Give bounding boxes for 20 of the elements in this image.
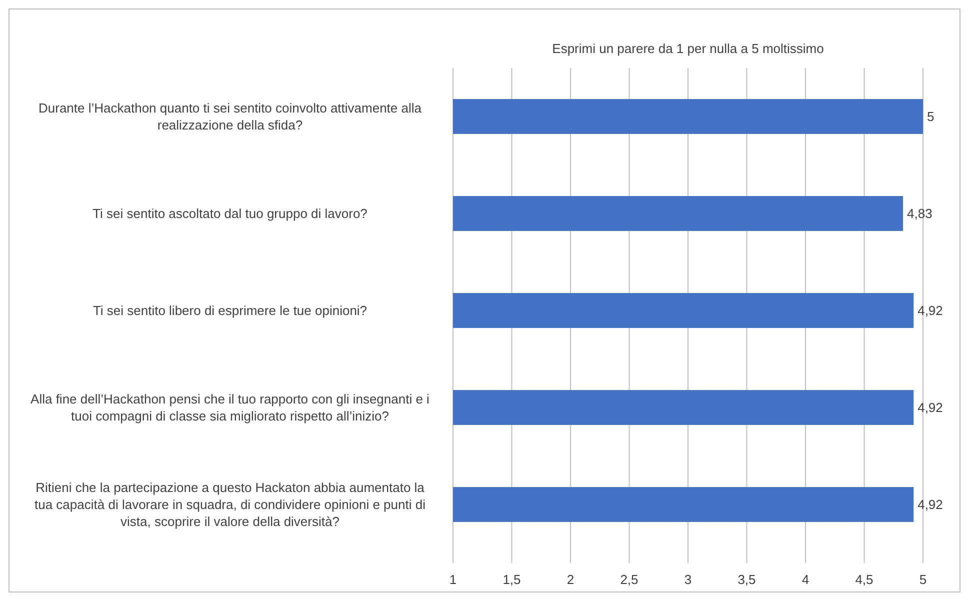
x-tick-label: 5 [919,572,927,587]
data-label: 4,92 [918,497,943,512]
chart-title: Esprimi un parere da 1 per nulla a 5 moltissimo [552,41,824,56]
data-label: 4,92 [918,400,943,416]
y-tick-label: Durante l’Hackathon quanto ti sei sentito coinvolto attivamente alla realizzazione della sfida? [38,100,422,133]
x-tick-label: 3 [684,572,692,587]
y-tick-label: Ti sei sentito ascoltato dal tuo gruppo di lavoro? [92,206,368,222]
y-tick-label: Alla fine dell’Hackathon pensi che il tuo rapporto con gli insegnanti e i tuoi compagni di classe sia migliorato rispetto all’inizio? [30,392,430,424]
y-tick-label: Ritieni che la partecipazione a questo Hackaton abbia aumentato la tua capacità di lavorare in squadra, di condividere opinioni e punti di vista, scoprire il valore della diversità? [34,480,426,530]
x-tick-label: 2,5 [620,572,638,587]
x-tick-label: 1,5 [502,572,521,587]
x-tick-label: 4 [802,572,810,587]
y-tick-label: Ti sei sentito libero di esprimere le tue opinioni? [92,303,368,318]
data-label: 5 [927,109,934,124]
x-tick-label: 2 [566,572,574,587]
x-tick-label: 1 [449,572,457,587]
x-tick-label: 4,5 [855,572,874,587]
data-label: 4,83 [907,206,932,222]
x-tick-label: 3,5 [738,572,756,587]
data-label: 4,92 [918,303,943,318]
